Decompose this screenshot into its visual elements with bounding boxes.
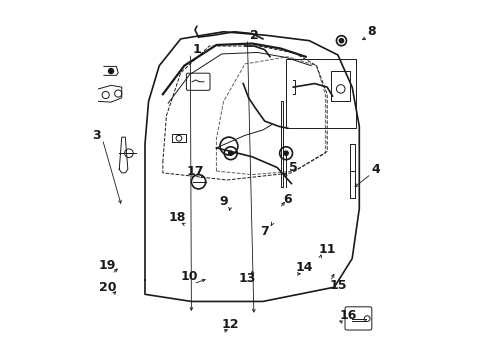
Text: 8: 8 [368, 25, 376, 38]
Text: 20: 20 [98, 281, 116, 294]
Circle shape [339, 39, 343, 43]
Circle shape [284, 151, 288, 156]
Bar [331, 71, 350, 102]
Text: 12: 12 [222, 318, 240, 331]
Text: 14: 14 [295, 261, 313, 274]
Text: 1: 1 [193, 43, 201, 56]
Text: 5: 5 [289, 161, 297, 174]
Text: 3: 3 [93, 129, 101, 142]
Text: 16: 16 [340, 309, 357, 322]
Text: 7: 7 [260, 225, 269, 238]
Text: 17: 17 [186, 165, 204, 177]
Text: 19: 19 [99, 259, 116, 272]
Text: 2: 2 [249, 29, 258, 42]
Circle shape [228, 151, 233, 156]
Text: 10: 10 [181, 270, 198, 283]
Text: 4: 4 [371, 163, 380, 176]
Text: 15: 15 [329, 279, 346, 292]
Text: 6: 6 [284, 193, 292, 206]
Text: 11: 11 [318, 243, 336, 256]
Circle shape [109, 68, 114, 73]
Text: 13: 13 [238, 272, 255, 285]
Text: 9: 9 [219, 195, 228, 208]
Bar [286, 59, 356, 128]
Text: 18: 18 [169, 211, 186, 224]
